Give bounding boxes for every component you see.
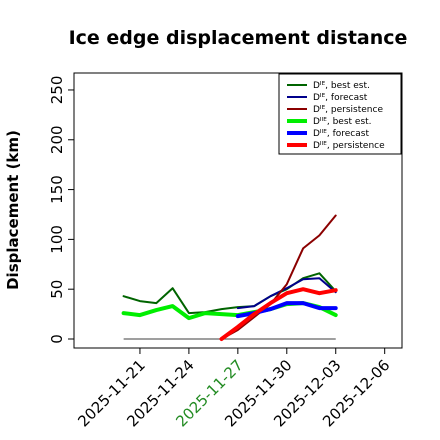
y-tick-label: 100 — [48, 225, 66, 254]
series-line-1 — [236, 277, 337, 310]
series-line-5 — [219, 287, 338, 341]
plot-area — [121, 214, 338, 341]
y-tick-label: 150 — [48, 175, 66, 204]
legend-label: Dᴵᴵᴱ, best est. — [313, 117, 372, 127]
legend-label: Dᴵᴱ, best est. — [313, 81, 370, 91]
x-axis: 2025-11-212025-11-242025-11-272025-11-30… — [74, 348, 394, 430]
series-line-2 — [220, 214, 337, 340]
y-axis: 0 50 100 150 200 250 — [48, 76, 74, 344]
legend-label: Dᴵᴱ, persistence — [313, 105, 383, 115]
y-tick-label: 250 — [48, 76, 66, 105]
y-tick-label: 200 — [48, 125, 66, 154]
legend: Dᴵᴱ, best est. Dᴵᴱ, forecast Dᴵᴱ, persiste… — [278, 73, 402, 155]
y-tick-label: 0 — [48, 334, 66, 344]
chart-title: Ice edge displacement distance — [69, 27, 408, 49]
legend-label: Dᴵᴱ, forecast — [313, 93, 368, 103]
y-tick-label: 50 — [48, 280, 66, 299]
legend-box — [278, 73, 402, 155]
legend-label: Dᴵᴵᴱ, forecast — [313, 129, 369, 139]
y-axis-label: Displacement (km) — [4, 130, 22, 290]
legend-label: Dᴵᴵᴱ, persistence — [313, 141, 385, 151]
